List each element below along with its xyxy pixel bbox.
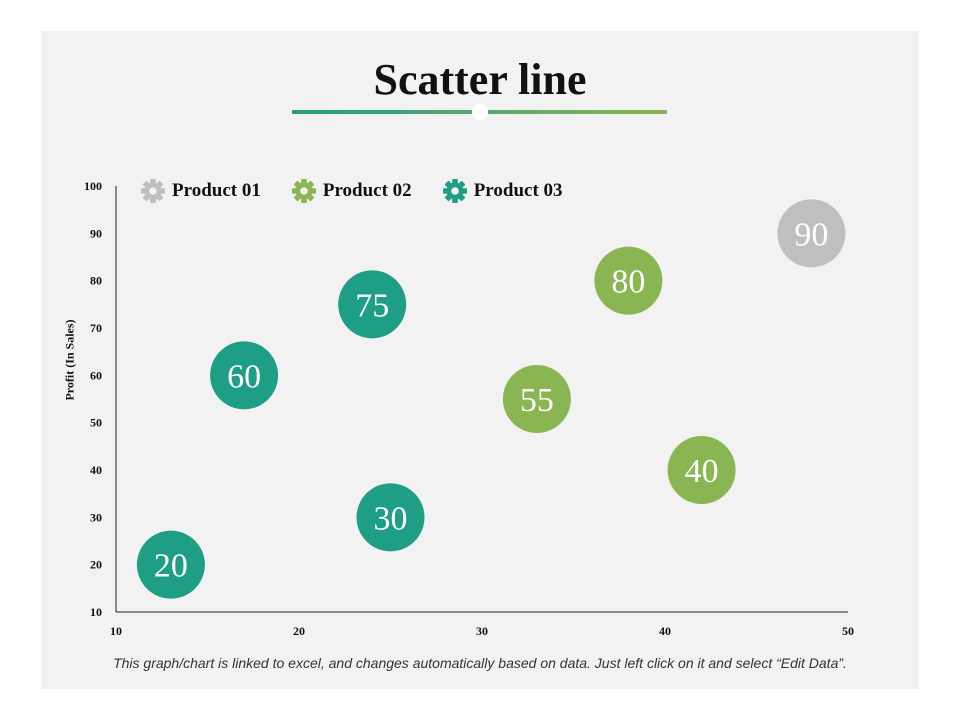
gear-icon bbox=[291, 178, 317, 204]
data-point bbox=[777, 199, 846, 268]
legend-label: Product 01 bbox=[172, 180, 261, 201]
y-tick-label: 80 bbox=[90, 274, 102, 288]
data-point bbox=[502, 365, 571, 433]
y-tick-label: 40 bbox=[90, 463, 102, 477]
legend-label: Product 02 bbox=[322, 180, 412, 201]
legend-item: Product 01 bbox=[140, 178, 261, 204]
data-point bbox=[338, 270, 407, 339]
y-tick-label: 30 bbox=[90, 510, 102, 524]
gear-icon bbox=[140, 178, 166, 204]
data-label: 80 bbox=[611, 264, 645, 301]
gear-icon bbox=[442, 178, 468, 204]
legend: Product 01 Product 02 Product 03 bbox=[140, 176, 563, 206]
legend-item: Product 03 bbox=[442, 178, 563, 204]
y-tick-label: 90 bbox=[90, 226, 102, 240]
chart-title: Scatter line bbox=[373, 55, 587, 104]
x-tick-label: 50 bbox=[842, 624, 854, 638]
data-point bbox=[210, 341, 279, 410]
data-point bbox=[356, 483, 425, 552]
x-tick-label: 30 bbox=[476, 624, 488, 638]
y-tick-label: 50 bbox=[90, 416, 102, 430]
x-tick-label: 40 bbox=[659, 624, 671, 638]
x-tick-label: 20 bbox=[293, 624, 305, 638]
y-tick-label: 100 bbox=[84, 179, 102, 193]
data-label: 75 bbox=[355, 287, 389, 324]
data-label: 60 bbox=[227, 358, 261, 395]
data-label: 40 bbox=[685, 453, 719, 490]
data-label: 20 bbox=[154, 548, 188, 585]
y-tick-label: 60 bbox=[90, 368, 102, 382]
data-label: 55 bbox=[520, 382, 554, 419]
data-point bbox=[667, 436, 736, 504]
y-tick-label: 70 bbox=[90, 321, 102, 335]
legend-label: Product 03 bbox=[473, 180, 563, 201]
x-tick-label: 10 bbox=[110, 624, 122, 638]
data-label: 90 bbox=[794, 216, 828, 253]
y-tick-label: 10 bbox=[90, 605, 102, 619]
footnote: This graph/chart is linked to excel, and… bbox=[113, 655, 847, 671]
data-label: 30 bbox=[374, 500, 408, 537]
data-point bbox=[136, 530, 205, 599]
legend-item: Product 02 bbox=[291, 178, 412, 204]
y-axis-label: Profit (In Sales) bbox=[62, 319, 77, 401]
data-point bbox=[594, 246, 663, 315]
y-tick-label: 20 bbox=[90, 558, 102, 572]
